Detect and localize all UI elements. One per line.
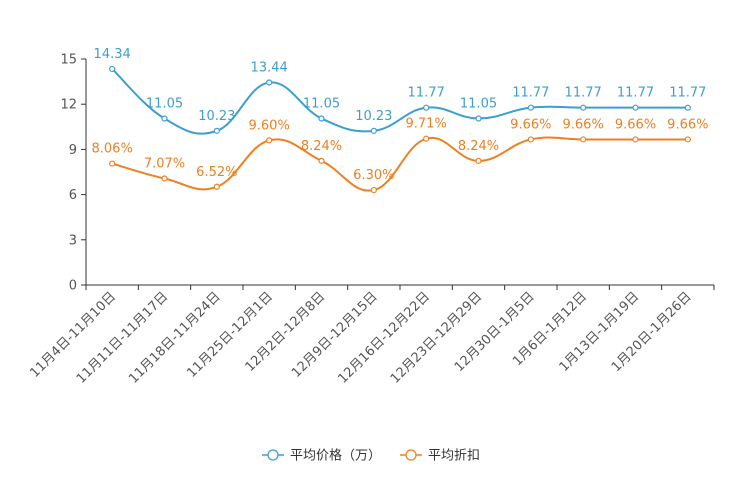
data-point[interactable] <box>684 136 691 143</box>
data-label: 11.77 <box>617 86 654 101</box>
series-layer <box>109 65 691 194</box>
x-tick-label: 12月16日-12月22日 <box>336 289 433 386</box>
legend-item-1[interactable]: 平均价格（万） <box>262 448 381 464</box>
data-point[interactable] <box>423 104 430 111</box>
legend-item-2[interactable]: 平均折扣 <box>400 449 480 464</box>
data-label: 11.77 <box>408 86 445 101</box>
data-label: 8.24% <box>458 139 499 154</box>
data-point[interactable] <box>632 104 639 111</box>
y-tick-label: 9 <box>69 143 77 158</box>
legend[interactable]: 平均价格（万） 平均折扣 <box>262 448 480 464</box>
data-label: 9.66% <box>510 117 551 132</box>
legend-marker-icon <box>267 449 279 461</box>
data-label: 11.77 <box>565 86 602 101</box>
x-tick-label: 11月4日-11月10日 <box>27 289 119 381</box>
data-label: 10.23 <box>198 109 235 124</box>
data-point[interactable] <box>109 65 116 73</box>
data-labels: 14.34 11.05 10.23 13.44 11.05 10.23 11.77 11.05… <box>92 47 709 183</box>
data-point[interactable] <box>318 157 325 164</box>
data-label: 6.52% <box>196 165 237 180</box>
legend-label: 平均价格（万） <box>290 448 381 464</box>
data-label: 9.66% <box>615 117 656 132</box>
data-label: 11.77 <box>669 86 706 101</box>
x-tick-label: 11月11日-11月17日 <box>74 289 171 386</box>
data-label: 13.44 <box>251 61 288 76</box>
y-tick-label: 12 <box>60 98 77 113</box>
data-point[interactable] <box>423 135 430 142</box>
legend-label: 平均折扣 <box>428 449 480 464</box>
data-point[interactable] <box>580 136 587 143</box>
data-point[interactable] <box>161 115 168 122</box>
data-point[interactable] <box>632 136 639 143</box>
data-point[interactable] <box>109 160 116 167</box>
data-point[interactable] <box>580 104 587 111</box>
data-point[interactable] <box>370 127 377 134</box>
y-tick-label: 3 <box>69 233 77 248</box>
data-label: 8.06% <box>92 142 133 157</box>
data-point[interactable] <box>475 157 482 164</box>
data-label: 14.34 <box>94 47 131 62</box>
data-point[interactable] <box>370 186 377 194</box>
x-tick-label: 12月23日-12月29日 <box>388 289 485 386</box>
data-label: 9.60% <box>249 118 290 133</box>
data-label: 10.23 <box>355 109 392 124</box>
data-label: 7.07% <box>144 156 185 171</box>
axes: 0 3 6 9 12 15 11月4日-11月10日11月11日-11月17日11月18日-… <box>27 53 715 387</box>
data-point[interactable] <box>527 136 534 143</box>
y-tick-label: 0 <box>69 279 77 294</box>
data-point[interactable] <box>266 137 273 144</box>
y-tick-label: 6 <box>69 188 77 203</box>
data-point[interactable] <box>527 104 534 111</box>
data-label: 9.66% <box>667 117 708 132</box>
data-label: 11.05 <box>146 97 183 112</box>
data-label: 6.30% <box>353 168 394 183</box>
data-label: 8.24% <box>301 139 342 154</box>
data-label: 11.05 <box>303 97 340 112</box>
data-point[interactable] <box>213 183 220 190</box>
data-point[interactable] <box>266 79 273 86</box>
data-label: 11.77 <box>512 86 549 101</box>
data-label: 9.71% <box>406 117 447 132</box>
data-point[interactable] <box>213 127 220 134</box>
data-label: 11.05 <box>460 97 497 112</box>
data-point[interactable] <box>318 115 325 122</box>
data-point[interactable] <box>161 175 168 182</box>
x-tick-label: 11月18日-11月24日 <box>126 289 223 386</box>
data-point[interactable] <box>684 104 691 111</box>
data-label: 9.66% <box>563 117 604 132</box>
data-point[interactable] <box>475 115 482 122</box>
y-tick-label: 15 <box>60 53 77 68</box>
legend-marker-icon <box>405 449 417 461</box>
